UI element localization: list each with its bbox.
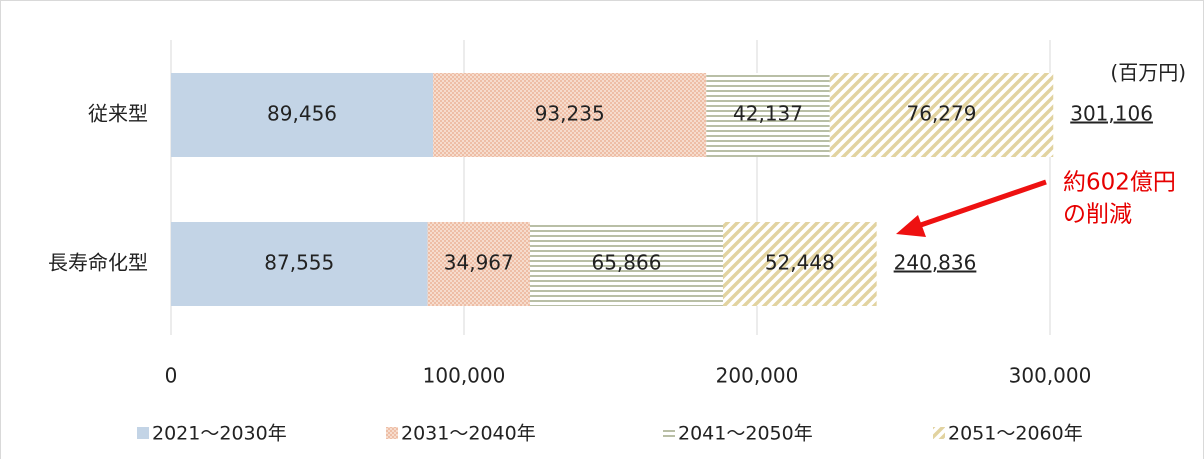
bar-segment (171, 73, 434, 157)
bar-segment (427, 222, 530, 306)
value-label: 65,866 (591, 251, 661, 275)
annotation: の削減 (1063, 202, 1132, 228)
annotation: 約602億円 (1063, 170, 1176, 196)
x-tick-label: 200,000 (716, 364, 799, 388)
legend-swatch (663, 427, 675, 439)
x-tick-label: 100,000 (423, 364, 506, 388)
bar-segment (706, 73, 830, 157)
category-label: 従来型 (88, 102, 148, 126)
legend-swatch (933, 427, 945, 439)
legend-label: 2041～2050年 (678, 423, 813, 445)
total-label: 301,106 (1070, 102, 1153, 126)
value-label: 93,235 (535, 102, 605, 126)
value-label: 76,279 (907, 102, 977, 126)
x-tick-label: 0 (165, 364, 178, 388)
unit-label: (百万円) (1110, 61, 1186, 85)
value-label: 87,555 (264, 251, 334, 275)
bar-segment (829, 73, 1054, 157)
bar-segment (722, 222, 877, 306)
x-tick-label: 300,000 (1009, 364, 1092, 388)
bar-segment (433, 73, 707, 157)
legend-swatch (386, 427, 398, 439)
arrow-head (896, 215, 926, 237)
bar-segment (171, 222, 428, 306)
legend-label: 2031～2040年 (401, 423, 536, 445)
total-label: 240,836 (894, 251, 977, 275)
legend-label: 2051～2060年 (948, 423, 1083, 445)
value-label: 89,456 (267, 102, 337, 126)
legend-swatch (137, 427, 149, 439)
bar-segment (529, 222, 723, 306)
category-label: 長寿命化型 (48, 251, 148, 275)
arrow (911, 179, 1047, 231)
value-label: 52,448 (765, 251, 835, 275)
legend-label: 2021～2030年 (152, 423, 287, 445)
value-label: 34,967 (444, 251, 514, 275)
value-label: 42,137 (733, 102, 803, 126)
